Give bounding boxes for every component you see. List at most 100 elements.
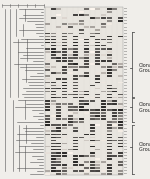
Bar: [84, 42, 89, 43]
Bar: [73, 127, 78, 129]
Bar: [101, 173, 106, 175]
Bar: [90, 8, 95, 10]
Bar: [51, 48, 56, 50]
Bar: [118, 146, 123, 147]
Bar: [101, 109, 106, 111]
Bar: [51, 115, 56, 117]
Bar: [95, 45, 101, 47]
Bar: [95, 118, 101, 120]
Bar: [84, 63, 89, 65]
Bar: [51, 72, 56, 74]
Bar: [90, 63, 95, 65]
Bar: [84, 57, 89, 59]
Bar: [51, 164, 56, 166]
Bar: [51, 100, 56, 101]
Bar: [56, 14, 61, 16]
Text: 1999: 1999: [124, 26, 128, 28]
Bar: [73, 164, 78, 166]
Text: 1999: 1999: [124, 164, 128, 165]
Bar: [79, 97, 84, 98]
Bar: [45, 121, 50, 123]
Bar: [106, 97, 112, 98]
Bar: [101, 140, 106, 141]
Text: 1993: 1993: [124, 146, 128, 147]
Bar: [51, 57, 56, 59]
Bar: [84, 45, 89, 47]
Bar: [79, 20, 84, 22]
Bar: [56, 173, 61, 175]
Bar: [101, 66, 106, 68]
Bar: [62, 69, 67, 71]
Bar: [90, 97, 95, 98]
Bar: [51, 8, 56, 10]
Text: Clonal
Group 2: Clonal Group 2: [139, 102, 150, 113]
Bar: [51, 134, 56, 135]
Bar: [68, 149, 73, 151]
Bar: [51, 42, 56, 43]
Bar: [90, 127, 95, 129]
Bar: [45, 69, 50, 71]
Bar: [68, 115, 73, 117]
Text: 1999: 1999: [124, 8, 128, 9]
Bar: [95, 51, 101, 53]
Bar: [112, 124, 117, 126]
Bar: [112, 97, 117, 98]
Bar: [112, 66, 117, 68]
Bar: [68, 48, 73, 50]
Bar: [79, 91, 84, 92]
Bar: [56, 152, 61, 154]
Bar: [90, 124, 95, 126]
Bar: [51, 39, 56, 40]
Bar: [56, 124, 61, 126]
Bar: [56, 26, 61, 28]
Bar: [45, 36, 50, 37]
Bar: [101, 17, 106, 19]
Bar: [51, 170, 56, 172]
Bar: [56, 78, 61, 80]
Text: 1999: 1999: [124, 91, 128, 92]
Text: Clonal
Group 1: Clonal Group 1: [139, 63, 150, 73]
Bar: [112, 8, 117, 10]
Bar: [84, 94, 89, 95]
Bar: [95, 149, 101, 151]
Bar: [56, 97, 61, 98]
Bar: [45, 88, 50, 89]
Bar: [118, 66, 123, 68]
Bar: [73, 170, 78, 172]
Bar: [90, 161, 95, 163]
Bar: [73, 149, 78, 151]
Bar: [56, 33, 61, 34]
Bar: [84, 66, 89, 68]
Bar: [62, 91, 67, 92]
Bar: [90, 118, 95, 120]
Bar: [101, 112, 106, 114]
Bar: [73, 45, 78, 47]
Bar: [90, 167, 95, 169]
Bar: [95, 124, 101, 126]
Bar: [73, 106, 78, 108]
Bar: [62, 155, 67, 157]
Text: 1998: 1998: [124, 158, 128, 159]
Bar: [90, 42, 95, 43]
Bar: [79, 33, 84, 34]
Bar: [118, 152, 123, 154]
Bar: [84, 51, 89, 53]
Text: 1995: 1995: [124, 170, 128, 171]
Bar: [73, 14, 78, 16]
Bar: [79, 57, 84, 59]
Bar: [62, 30, 67, 31]
Bar: [51, 149, 56, 151]
Bar: [51, 97, 56, 98]
Bar: [112, 103, 117, 105]
Bar: [45, 60, 50, 62]
Bar: [45, 23, 50, 25]
Bar: [90, 26, 95, 28]
Bar: [68, 57, 73, 59]
Bar: [62, 170, 67, 172]
Text: 1998: 1998: [124, 17, 128, 18]
Bar: [51, 161, 56, 163]
Bar: [101, 81, 106, 83]
Bar: [56, 155, 61, 157]
Bar: [101, 14, 106, 16]
Bar: [68, 94, 73, 95]
